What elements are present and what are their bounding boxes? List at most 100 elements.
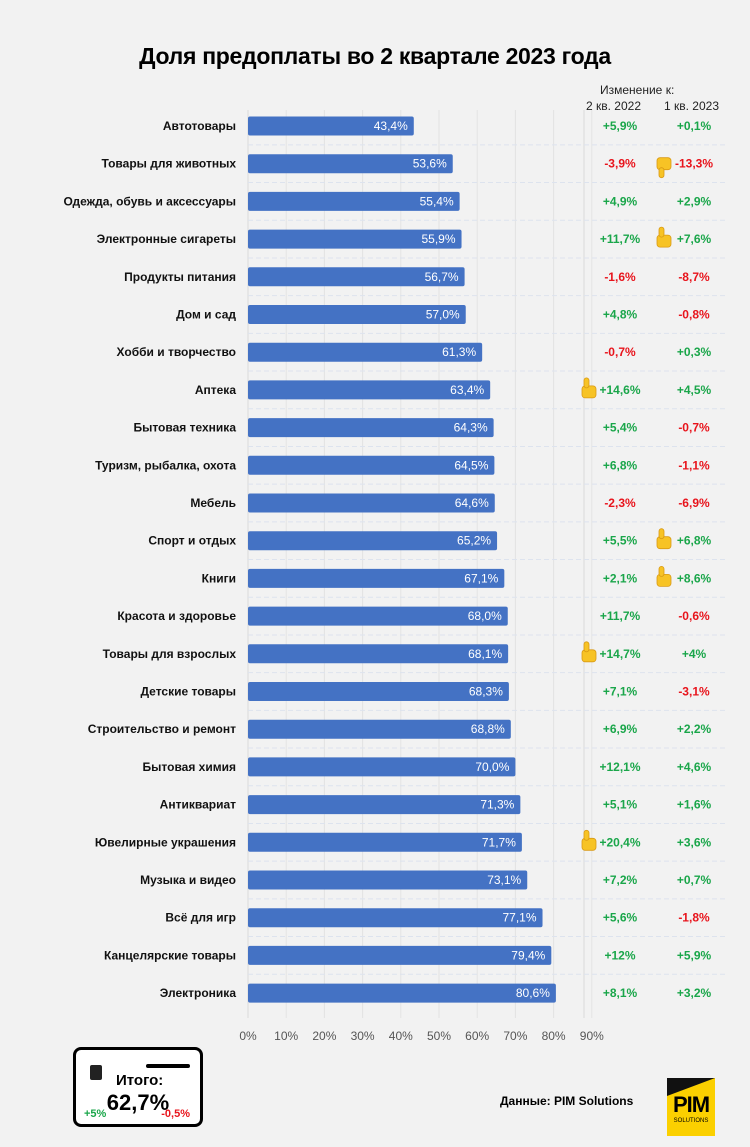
bar [248, 116, 414, 136]
category-label: Книги [202, 571, 236, 585]
change-q2-2022: -0,7% [604, 345, 636, 359]
change-q1-2023: +4,6% [677, 760, 712, 774]
bar-value-label: 55,9% [422, 232, 456, 246]
change-q2-2022: +20,4% [599, 835, 640, 849]
change-q1-2023: +2,9% [677, 194, 712, 208]
change-q1-2023: +0,3% [677, 345, 712, 359]
bar-value-label: 55,4% [420, 194, 454, 208]
change-q1-2023: +3,2% [677, 986, 712, 1000]
change-q1-2023: +2,2% [677, 722, 712, 736]
category-label: Спорт и отдых [148, 534, 236, 548]
bar-value-label: 57,0% [426, 308, 460, 322]
bar-value-label: 68,8% [471, 722, 505, 736]
bar [248, 719, 511, 739]
change-q1-2023: -13,3% [675, 157, 713, 171]
bar [248, 945, 552, 965]
change-q1-2023: +7,6% [677, 232, 712, 246]
bar-value-label: 71,7% [482, 835, 516, 849]
bar-value-label: 53,6% [413, 157, 447, 171]
change-q1-2023: -8,7% [678, 270, 710, 284]
category-label: Дом и сад [176, 308, 236, 322]
change-q2-2022: +11,7% [600, 232, 641, 246]
change-q2-2022: +12,1% [599, 760, 640, 774]
x-tick-label: 50% [427, 1029, 451, 1043]
change-q1-2023: -1,8% [678, 911, 710, 925]
bar [248, 154, 453, 174]
summary-change-q2-2022: +5% [84, 1108, 107, 1120]
change-q2-2022: +11,7% [600, 609, 641, 623]
change-q1-2023: +1,6% [677, 798, 712, 812]
thumbs-up-icon [581, 641, 597, 663]
change-q2-2022: +5,5% [603, 534, 638, 548]
category-label: Мебель [190, 496, 236, 510]
change-q2-2022: +6,8% [603, 458, 638, 472]
category-label: Детские товары [140, 685, 236, 699]
category-label: Антиквариат [160, 798, 236, 812]
bar-value-label: 64,6% [455, 496, 489, 510]
bar-value-label: 73,1% [487, 873, 521, 887]
summary-value: 62,7% [106, 1090, 170, 1115]
change-q2-2022: +4,9% [603, 194, 638, 208]
change-q1-2023: -0,7% [678, 421, 710, 435]
x-tick-label: 30% [351, 1029, 375, 1043]
bar [248, 305, 466, 324]
summary-change-q1-2023: -0,5% [161, 1108, 190, 1120]
change-q2-2022: +5,1% [603, 798, 638, 812]
logo-subtext: SOLUTIONS [673, 1118, 709, 1124]
thumbs-up-icon [656, 528, 672, 550]
bar-value-label: 61,3% [442, 345, 476, 359]
change-col-q2-2022: 2 кв. 2022 [586, 99, 641, 113]
thumbs-up-icon [581, 829, 597, 851]
x-tick-label: 10% [274, 1029, 298, 1043]
summary-card: Итого: 62,7% +5% -0,5% [73, 1047, 203, 1127]
bar-value-label: 70,0% [475, 760, 509, 774]
bar-value-label: 71,3% [480, 798, 514, 812]
thumbs-up-icon [656, 566, 672, 587]
x-tick-label: 90% [580, 1029, 604, 1043]
change-q2-2022: +14,7% [599, 647, 640, 661]
bar [248, 455, 495, 475]
bar-value-label: 68,0% [468, 609, 502, 623]
change-q2-2022: +12% [604, 948, 635, 962]
change-q2-2022: +5,6% [603, 911, 638, 925]
bar-value-label: 64,5% [454, 458, 488, 472]
change-q1-2023: -0,8% [678, 308, 710, 322]
bar [248, 418, 494, 438]
bar [248, 682, 509, 701]
change-q1-2023: +0,7% [677, 873, 712, 887]
summary-label: Итого: [116, 1072, 164, 1089]
bar [248, 191, 460, 211]
category-label: Хобби и творчество [117, 345, 236, 359]
card-chip-icon [90, 1065, 102, 1080]
bar-value-label: 67,1% [464, 571, 498, 585]
pim-logo: PIM SOLUTIONS [667, 1078, 715, 1136]
x-tick-label: 60% [465, 1029, 489, 1043]
change-q1-2023: -6,9% [678, 496, 710, 510]
bar-value-label: 77,1% [502, 911, 536, 925]
bar-value-label: 79,4% [511, 948, 545, 962]
bar-value-label: 65,2% [457, 534, 491, 548]
change-q1-2023: +4,5% [677, 383, 712, 397]
bar [248, 908, 543, 928]
bar [248, 832, 522, 852]
bar [248, 757, 516, 777]
change-col-q1-2023: 1 кв. 2023 [664, 99, 719, 113]
category-label: Красота и здоровье [117, 609, 236, 623]
bar [248, 983, 556, 1003]
category-label: Электронные сигареты [97, 232, 236, 246]
bar-value-label: 64,3% [454, 421, 488, 435]
change-q1-2023: -3,1% [678, 685, 710, 699]
bar [248, 795, 521, 815]
change-q2-2022: +6,9% [603, 722, 638, 736]
bar [248, 870, 528, 890]
change-q1-2023: -1,1% [678, 458, 710, 472]
category-label: Автотовары [163, 119, 236, 133]
change-q2-2022: +5,9% [603, 119, 638, 133]
bar [248, 380, 491, 400]
bar [248, 644, 509, 664]
category-label: Ювелирные украшения [95, 835, 236, 849]
x-tick-label: 40% [389, 1029, 413, 1043]
x-tick-label: 70% [503, 1029, 527, 1043]
change-q2-2022: +7,2% [603, 873, 638, 887]
bar [248, 229, 462, 249]
